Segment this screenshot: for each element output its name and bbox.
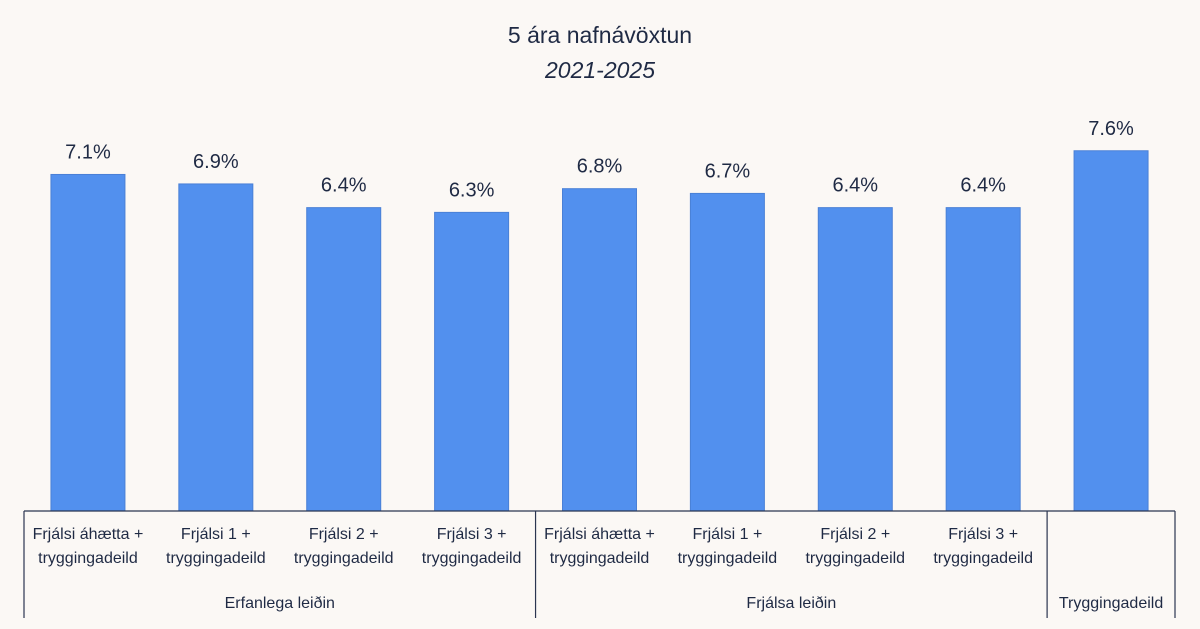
tick-label-1-line-2: tryggingadeild	[38, 550, 138, 567]
tick-label-6-line-2: tryggingadeild	[678, 550, 778, 567]
tick-label-8-line-1: Frjálsi 3 +	[948, 526, 1018, 543]
group-label-3: Tryggingadeild	[1059, 595, 1163, 612]
bar-2	[178, 183, 254, 512]
bar-5	[562, 188, 637, 512]
bar-1	[50, 173, 126, 512]
tick-label-2-line-1: Frjálsi 1 +	[181, 526, 251, 543]
data-label-6: 6.7%	[705, 160, 751, 182]
data-label-8: 6.4%	[960, 175, 1006, 197]
data-label-7: 6.4%	[832, 175, 878, 197]
tick-label-3-line-1: Frjálsi 2 +	[309, 526, 379, 543]
group-label-2: Frjálsa leiðin	[746, 595, 836, 612]
bar-4	[434, 211, 510, 512]
tick-label-7-line-2: tryggingadeild	[805, 550, 905, 567]
data-label-2: 6.9%	[193, 151, 239, 173]
bar-6	[689, 192, 765, 512]
bar-8	[945, 207, 1021, 512]
tick-label-5-line-2: tryggingadeild	[550, 550, 650, 567]
data-label-1: 7.1%	[65, 141, 111, 163]
bar-3	[306, 207, 382, 512]
chart-subtitle: 2021-2025	[544, 57, 655, 83]
tick-label-5-line-1: Frjálsi áhætta +	[544, 526, 655, 543]
tick-label-6-line-1: Frjálsi 1 +	[692, 526, 762, 543]
data-label-3: 6.4%	[321, 175, 367, 197]
tick-label-4-line-1: Frjálsi 3 +	[437, 526, 507, 543]
data-label-4: 6.3%	[449, 179, 495, 201]
chart-title: 5 ára nafnávöxtun	[508, 22, 692, 48]
tick-label-4-line-2: tryggingadeild	[422, 550, 522, 567]
bar-9	[1073, 150, 1149, 512]
bar-7	[817, 207, 893, 512]
tick-label-2-line-2: tryggingadeild	[166, 550, 266, 567]
tick-label-3-line-2: tryggingadeild	[294, 550, 394, 567]
tick-label-1-line-1: Frjálsi áhætta +	[33, 526, 144, 543]
data-label-5: 6.8%	[577, 156, 623, 178]
data-label-9: 7.6%	[1088, 118, 1134, 140]
group-label-1: Erfanlega leiðin	[225, 595, 335, 612]
tick-label-7-line-1: Frjálsi 2 +	[820, 526, 890, 543]
tick-label-8-line-2: tryggingadeild	[933, 550, 1033, 567]
